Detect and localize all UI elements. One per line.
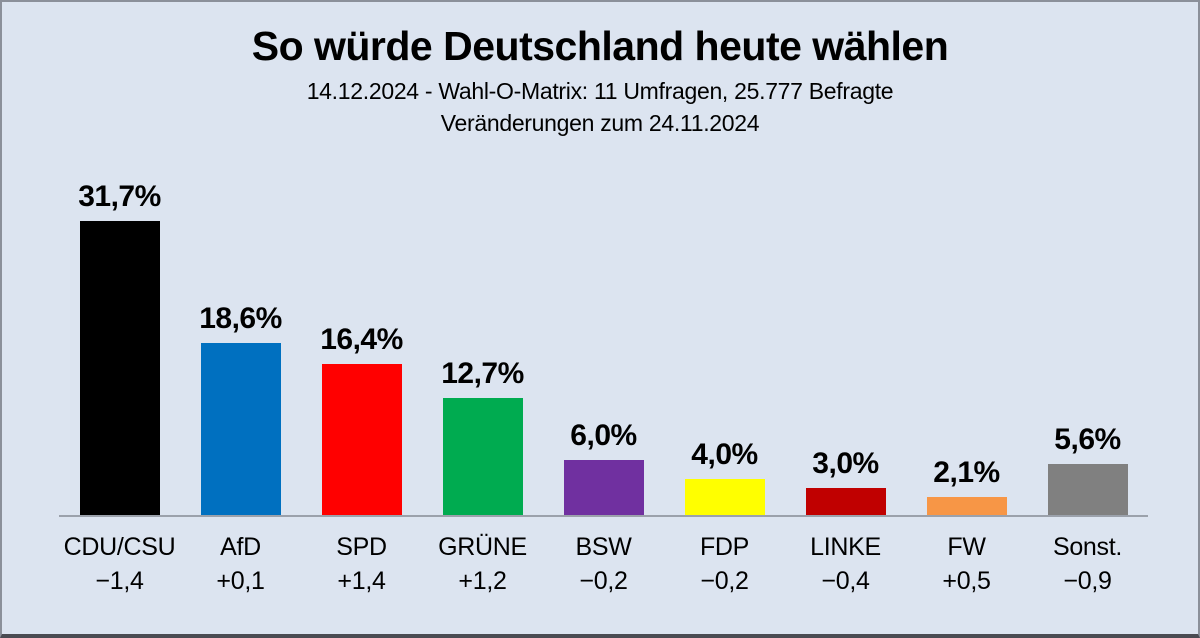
bar-column-fw: 2,1% xyxy=(906,162,1027,516)
change-value-cdu-csu: −1,4 xyxy=(95,567,144,595)
value-label-gr-ne: 12,7% xyxy=(441,356,524,390)
party-name-afd: AfD xyxy=(220,533,261,561)
bar-afd xyxy=(200,343,281,516)
category-cell-gr-ne: GRÜNE +1,2 xyxy=(422,530,543,598)
change-value-linke: −0,4 xyxy=(821,567,870,595)
bar-column-gr-ne: 12,7% xyxy=(422,162,543,516)
value-label-fdp: 4,0% xyxy=(691,437,758,471)
value-label-linke: 3,0% xyxy=(812,447,879,481)
change-value-bsw: −0,2 xyxy=(579,567,628,595)
chart-subtitle-date-source: 14.12.2024 - Wahl-O-Matrix: 11 Umfragen,… xyxy=(306,78,894,105)
bar-column-cdu-csu: 31,7% xyxy=(59,162,180,516)
value-label-cdu-csu: 31,7% xyxy=(78,180,161,214)
change-value-fdp: −0,2 xyxy=(700,567,749,595)
category-labels-row: CDU/CSU −1,4 AfD +0,1 SPD +1,4 GRÜNE +1,2 BSW −0,… xyxy=(59,530,1148,598)
value-label-spd: 16,4% xyxy=(320,322,403,356)
category-cell-afd: AfD +0,1 xyxy=(180,530,301,598)
category-cell-sonst: Sonst. −0,9 xyxy=(1027,530,1148,598)
chart-header: So würde Deutschland heute wählen 14.12.… xyxy=(2,23,1198,139)
bar-cdu-csu xyxy=(79,221,160,516)
bar-chart-plot-area: 31,7% 18,6% 16,4% 12,7% 6,0% 4,0% 3,0% 2,1% 5,6% xyxy=(59,162,1148,516)
value-label-fw: 2,1% xyxy=(933,455,1000,489)
category-cell-fdp: FDP −0,2 xyxy=(664,530,785,598)
party-name-sonst: Sonst. xyxy=(1052,533,1123,561)
change-value-sonst: −0,9 xyxy=(1063,567,1112,595)
party-name-bsw: BSW xyxy=(575,533,632,561)
value-label-bsw: 6,0% xyxy=(570,419,637,453)
category-cell-bsw: BSW −0,2 xyxy=(543,530,664,598)
change-value-spd: +1,4 xyxy=(337,567,386,595)
category-cell-spd: SPD +1,4 xyxy=(301,530,422,598)
bar-sonst xyxy=(1047,463,1128,516)
x-axis-line xyxy=(59,515,1148,517)
category-cell-fw: FW +0,5 xyxy=(906,530,1027,598)
bar-bsw xyxy=(563,460,644,516)
bar-column-linke: 3,0% xyxy=(785,162,906,516)
bar-linke xyxy=(805,488,886,516)
party-name-fdp: FDP xyxy=(699,533,750,561)
bar-spd xyxy=(321,363,402,516)
party-name-gr-ne: GRÜNE xyxy=(438,533,527,561)
party-name-spd: SPD xyxy=(336,533,387,561)
value-label-sonst: 5,6% xyxy=(1054,422,1121,456)
change-value-gr-ne: +1,2 xyxy=(458,567,507,595)
bar-gr-ne xyxy=(442,397,523,516)
bar-column-bsw: 6,0% xyxy=(543,162,664,516)
bar-column-sonst: 5,6% xyxy=(1027,162,1148,516)
chart-title: So würde Deutschland heute wählen xyxy=(251,23,949,69)
category-cell-linke: LINKE −0,4 xyxy=(785,530,906,598)
bar-fw xyxy=(926,496,1007,516)
category-cell-cdu-csu: CDU/CSU −1,4 xyxy=(59,530,180,598)
bar-column-spd: 16,4% xyxy=(301,162,422,516)
bar-fdp xyxy=(684,478,765,516)
chart-subtitle-changes-note: Veränderungen zum 24.11.2024 xyxy=(440,110,760,137)
change-value-afd: +0,1 xyxy=(216,567,265,595)
change-value-fw: +0,5 xyxy=(942,567,991,595)
bar-column-fdp: 4,0% xyxy=(664,162,785,516)
value-label-afd: 18,6% xyxy=(199,302,282,335)
bar-column-afd: 18,6% xyxy=(180,162,301,516)
party-name-linke: LINKE xyxy=(810,533,881,561)
party-name-fw: FW xyxy=(947,533,986,561)
party-name-cdu-csu: CDU/CSU xyxy=(63,533,176,561)
